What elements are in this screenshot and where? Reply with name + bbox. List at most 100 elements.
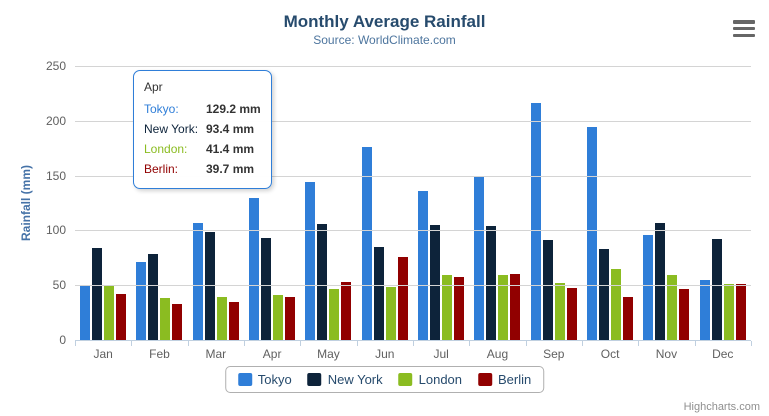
credits-link[interactable]: Highcharts.com [683, 401, 760, 413]
gridline-50 [75, 285, 751, 287]
bar-tokyo-dec[interactable] [699, 280, 710, 340]
bar-berlin-jan[interactable] [116, 293, 127, 340]
bar-london-jan[interactable] [104, 286, 115, 340]
legend-item-tokyo[interactable]: Tokyo [237, 372, 292, 387]
hamburger-icon [733, 26, 755, 31]
bar-tokyo-apr[interactable] [249, 198, 260, 340]
x-axis-tick-6 [413, 341, 414, 346]
bar-berlin-oct[interactable] [623, 297, 634, 340]
bar-berlin-mar[interactable] [228, 302, 239, 340]
bar-new-york-jan[interactable] [92, 248, 103, 340]
bar-berlin-dec[interactable] [735, 284, 746, 340]
bar-group-jan [75, 66, 131, 340]
y-axis-label-250: 250 [45, 59, 66, 73]
bar-berlin-apr[interactable] [285, 296, 296, 340]
x-axis-label-jul: Jul [433, 347, 449, 361]
x-axis-label-nov: Nov [655, 347, 678, 361]
x-axis-tick-7 [469, 341, 471, 346]
export-menu-button[interactable] [733, 20, 755, 37]
legend-item-new-york[interactable]: New York [307, 372, 383, 387]
bar-tokyo-aug[interactable] [474, 177, 485, 340]
bar-berlin-jul[interactable] [454, 277, 465, 340]
gridline-200 [75, 120, 751, 122]
x-axis-label-may: May [317, 347, 340, 361]
bar-group-may [300, 66, 356, 340]
bar-new-york-feb[interactable] [148, 253, 159, 340]
legend-item-london[interactable]: London [398, 372, 462, 387]
x-axis-tick-5 [356, 341, 358, 346]
bar-new-york-sep[interactable] [542, 240, 553, 340]
bar-new-york-may[interactable] [317, 223, 328, 340]
x-axis-label-apr: Apr [262, 347, 282, 361]
bar-tokyo-oct[interactable] [587, 127, 598, 340]
bar-london-aug[interactable] [498, 274, 509, 340]
x-axis-tick-1 [131, 341, 133, 346]
bar-new-york-nov[interactable] [655, 223, 666, 340]
legend-swatch-tokyo [237, 373, 252, 386]
bar-new-york-oct[interactable] [599, 248, 610, 340]
bar-berlin-aug[interactable] [510, 273, 521, 340]
bar-london-oct[interactable] [611, 268, 622, 340]
x-axis-label-oct: Oct [600, 347, 620, 361]
bar-tokyo-jan[interactable] [80, 285, 91, 340]
x-axis-tick-11 [694, 341, 696, 346]
x-axis-line [75, 340, 751, 341]
x-axis-tick-10 [638, 341, 640, 346]
y-axis-label-150: 150 [45, 168, 66, 183]
x-axis-tick-0 [75, 341, 76, 346]
bar-group-jul [413, 66, 469, 340]
x-axis-label-jun: Jun [375, 347, 395, 361]
bar-tokyo-jun[interactable] [361, 147, 372, 340]
x-axis-tick-3 [244, 341, 245, 346]
x-axis-label-aug: Aug [486, 347, 509, 361]
x-axis-label-mar: Mar [205, 347, 227, 361]
bar-tokyo-feb[interactable] [136, 261, 147, 340]
bar-london-may[interactable] [329, 288, 340, 340]
bar-berlin-jun[interactable] [397, 257, 408, 340]
chart-subtitle: Source: WorldClimate.com [313, 33, 456, 47]
legend-item-berlin[interactable]: Berlin [478, 372, 531, 387]
bar-tokyo-nov[interactable] [643, 235, 654, 340]
bar-london-nov[interactable] [667, 275, 678, 340]
bar-tokyo-jul[interactable] [418, 191, 429, 340]
legend-swatch-berlin [478, 373, 493, 386]
x-axis-tick-8 [525, 341, 527, 346]
bar-tokyo-mar[interactable] [192, 223, 203, 340]
bar-london-mar[interactable] [216, 296, 227, 340]
x-axis-tick-9 [582, 341, 583, 346]
bar-london-jul[interactable] [442, 275, 453, 340]
bar-group-nov [638, 66, 694, 340]
bar-london-jun[interactable] [385, 287, 396, 340]
gridline-100 [75, 230, 751, 232]
bar-london-sep[interactable] [554, 282, 565, 340]
legend: Tokyo New York London Berlin [224, 366, 545, 393]
y-axis-label-50: 50 [52, 278, 66, 293]
bar-new-york-jun[interactable] [373, 247, 384, 340]
bar-berlin-may[interactable] [341, 282, 352, 340]
bar-groups [75, 66, 751, 340]
bar-london-apr[interactable] [273, 294, 284, 340]
bar-group-oct [582, 66, 638, 340]
bar-tokyo-may[interactable] [305, 182, 316, 340]
bar-new-york-jul[interactable] [430, 224, 441, 340]
bar-berlin-feb[interactable] [172, 303, 183, 340]
x-axis-label-jan: Jan [93, 347, 113, 361]
y-axis-label-200: 200 [45, 113, 66, 128]
legend-label-berlin: Berlin [498, 372, 532, 387]
bar-london-feb[interactable] [160, 297, 171, 340]
x-axis-tick-2 [187, 341, 189, 346]
bar-london-dec[interactable] [723, 283, 734, 340]
bar-new-york-dec[interactable] [711, 238, 722, 340]
x-axis-tick-4 [300, 341, 302, 346]
hamburger-icon [733, 20, 755, 24]
bar-group-jun [357, 66, 413, 340]
bar-berlin-sep[interactable] [566, 287, 577, 340]
plot-area [75, 66, 752, 346]
bar-berlin-nov[interactable] [679, 288, 690, 340]
x-axis-label-feb: Feb [149, 347, 170, 361]
bar-tokyo-sep[interactable] [530, 102, 541, 340]
bar-new-york-aug[interactable] [486, 225, 497, 340]
bar-new-york-apr[interactable] [261, 237, 272, 340]
y-axis-label-0: 0 [59, 333, 66, 347]
